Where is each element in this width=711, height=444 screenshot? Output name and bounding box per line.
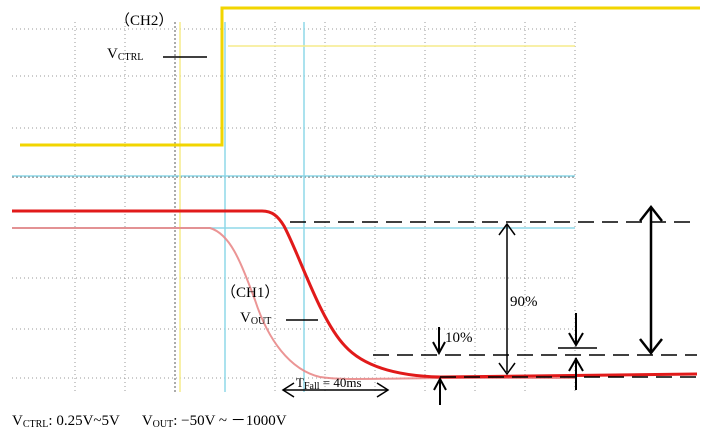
measurement-dash-lines (290, 221, 697, 378)
ch2-reference-lines (179, 22, 575, 392)
arrow-10-percent (432, 327, 447, 405)
arrow-full-swing (639, 204, 663, 356)
vout-label: VOUT (240, 310, 272, 328)
arrow-90-percent (498, 222, 516, 376)
label-90-percent: 90% (510, 294, 538, 310)
ch2-trace (20, 6, 700, 147)
tfall-double-arrow (281, 382, 390, 398)
ch1-reference-curve (12, 227, 575, 380)
ch2-label: （CH2） (115, 13, 174, 29)
tfall-label: TFall = 40ms (296, 375, 362, 392)
label-10-percent: 10% (445, 330, 473, 346)
center-axes (12, 22, 575, 392)
ch1-label: （CH1） (221, 285, 280, 301)
voltage-ranges-caption: VCTRL: 0.25V~5V VOUT: −50V ~ －1000V (12, 413, 287, 430)
vctrl-label: VCTRL (107, 46, 144, 64)
arrow-offset (568, 313, 584, 390)
graticule-grid (12, 22, 576, 392)
ch1-trace (12, 209, 698, 379)
cursor-lines (12, 22, 575, 392)
